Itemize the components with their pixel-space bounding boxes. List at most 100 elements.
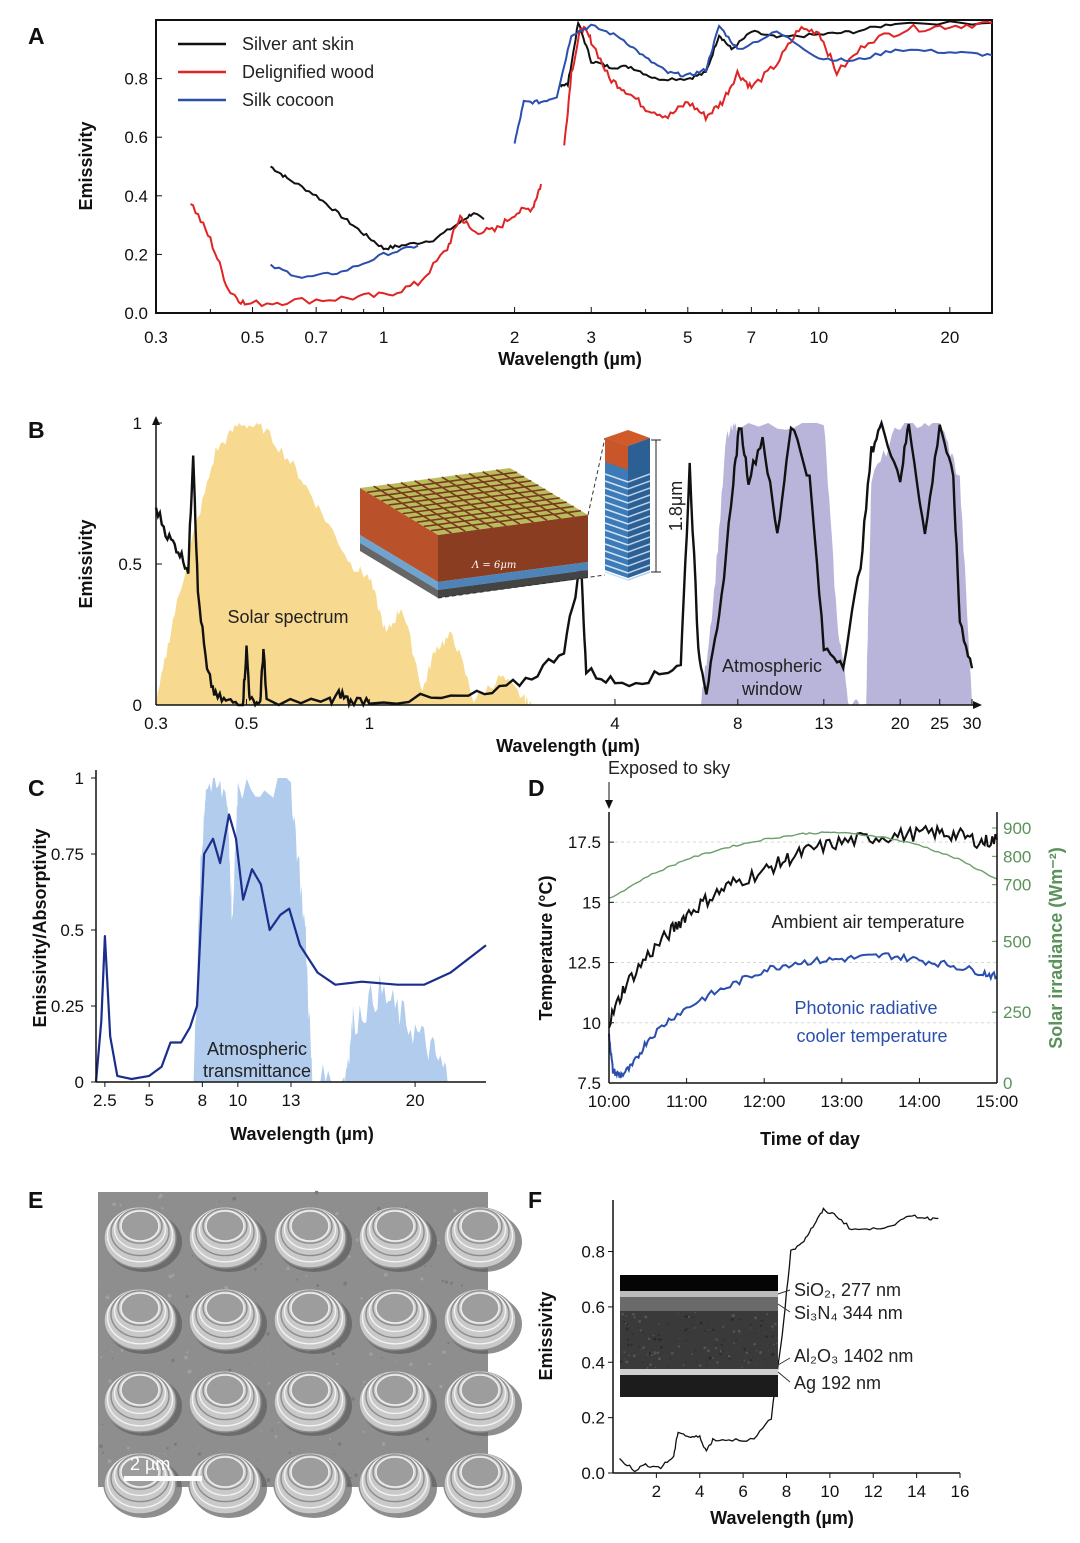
column-stripe: [627, 522, 651, 532]
column-stripe: [627, 564, 651, 574]
cone-ring: [457, 1290, 503, 1326]
cross-section-inset: SiO₂, 277 nm Si₃N₄ 344 nm Al₂O₃ 1402 nm …: [619, 1275, 913, 1397]
panel-d-y2tick-label: 700: [1003, 876, 1031, 895]
sem-speckle: [358, 1469, 360, 1471]
panel-a-xtick-label: 2: [510, 328, 519, 347]
grating-top: [360, 468, 588, 535]
inset-grain: [731, 1355, 733, 1357]
panel-a-xtick-label: 20: [940, 328, 959, 347]
inset-grain: [743, 1348, 746, 1351]
sem-speckle: [444, 1280, 449, 1284]
layer-ag: Ag 192 nm: [794, 1373, 881, 1393]
inset-grain: [691, 1353, 693, 1355]
exposed-to-sky-label: Exposed to sky: [608, 758, 730, 778]
sem-speckle: [380, 1356, 383, 1359]
inset-ag-layer: [620, 1369, 778, 1375]
sem-speckle: [171, 1358, 175, 1363]
inset-grain: [711, 1357, 714, 1360]
inset-grain: [740, 1333, 741, 1335]
sem-speckle: [360, 1297, 363, 1300]
sem-speckle: [185, 1351, 189, 1354]
inset-grain: [731, 1317, 735, 1321]
sem-speckle: [420, 1277, 424, 1281]
panel-d-ylabel: Temperature (°C): [536, 876, 556, 1021]
sem-speckle: [266, 1332, 270, 1336]
panel-c-xtick-label: 20: [406, 1091, 425, 1110]
cooler-label-2: cooler temperature: [796, 1026, 947, 1046]
inset-grain: [764, 1358, 766, 1360]
inset-grain: [632, 1354, 636, 1358]
inset-grain: [758, 1330, 760, 1332]
inset-grain: [641, 1331, 644, 1334]
panel-f-xlabel: Wavelength (µm): [710, 1508, 854, 1528]
sem-speckle: [161, 1206, 164, 1210]
inset-grain: [659, 1338, 663, 1341]
inset-grain: [686, 1327, 689, 1330]
column-stripe: [604, 494, 629, 504]
sem-speckle: [268, 1348, 270, 1350]
sem-speckle: [249, 1364, 251, 1366]
panel-b-ytick-label: 1: [133, 414, 142, 433]
panel-d-series-ambient-air-temperature: [608, 823, 998, 1029]
inset-grain: [653, 1351, 657, 1355]
base-right: [438, 570, 588, 598]
inset-grain: [705, 1359, 707, 1361]
inset-grain: [727, 1354, 731, 1358]
solar-spectrum-label: Solar spectrum: [227, 607, 348, 627]
cone-top: [460, 1456, 500, 1488]
sem-speckle: [337, 1442, 342, 1446]
sem-speckle: [453, 1208, 457, 1213]
inset-grain: [755, 1363, 758, 1365]
inset-grain: [658, 1322, 660, 1325]
inset-grain: [631, 1361, 633, 1363]
grating-line: [388, 484, 539, 506]
inset-grain: [624, 1361, 626, 1363]
column-right: [628, 438, 650, 578]
sem-speckle: [120, 1348, 124, 1352]
panel-c-ytick-label: 0.75: [51, 845, 84, 864]
inset-grain: [708, 1356, 712, 1360]
cone-top: [205, 1374, 245, 1406]
scale-bar: [124, 1476, 202, 1481]
inset-grain: [668, 1348, 670, 1350]
inset-grain: [707, 1319, 708, 1320]
column-stripe: [604, 564, 629, 574]
sem-speckle: [107, 1459, 112, 1464]
inset-sio2-layer: [620, 1291, 778, 1297]
panel-f: F 2 4 6 8 10 12 14 16 0.0 0.2 0.4 0.6 0.8 SiO₂, 277 …: [528, 1187, 969, 1528]
inset-grain: [630, 1344, 633, 1346]
panel-d-y2label: Solar irradiance (Wm⁻²): [1046, 847, 1066, 1049]
inset-grain: [723, 1339, 725, 1341]
grating-right-face: [438, 515, 588, 582]
inset-grain: [653, 1337, 657, 1341]
inset-grain: [694, 1311, 697, 1314]
column-stripe: [627, 473, 651, 483]
panel-b-ylabel: Emissivity: [76, 519, 96, 608]
panel-a-xtick-label: 0.3: [144, 328, 168, 347]
cone-ring: [287, 1454, 333, 1490]
column-stripe: [604, 536, 629, 546]
inset-grain: [682, 1364, 685, 1367]
panel-b-ytick-label: 0: [133, 696, 142, 715]
inset-grain: [708, 1329, 710, 1331]
inset-grain: [754, 1328, 756, 1329]
sem-speckle: [362, 1381, 366, 1384]
panel-a-xtick-label: 7: [747, 328, 756, 347]
sem-speckle: [394, 1360, 397, 1362]
inset-grain: [623, 1350, 626, 1354]
panel-c-ytick-label: 0.5: [60, 921, 84, 940]
panel-d-chart: 7.5 10 12.5 15 17.5 0 250 500 700 800 900 10:00 11:0…: [568, 819, 1031, 1111]
multilayer-column: [604, 430, 651, 581]
inset-grain: [646, 1366, 649, 1369]
panel-a-ytick-label: 0.4: [124, 187, 148, 206]
column-stripe: [604, 571, 629, 581]
inset-grain: [712, 1328, 715, 1331]
grating-line: [402, 492, 553, 515]
inset-grain: [765, 1335, 768, 1338]
inset-grain: [667, 1365, 669, 1368]
panel-d-xtick-label: 15:00: [976, 1092, 1019, 1111]
panel-d-xtick-label: 11:00: [666, 1092, 707, 1111]
column-stripe: [627, 550, 651, 560]
panel-a-frame: [155, 19, 993, 314]
